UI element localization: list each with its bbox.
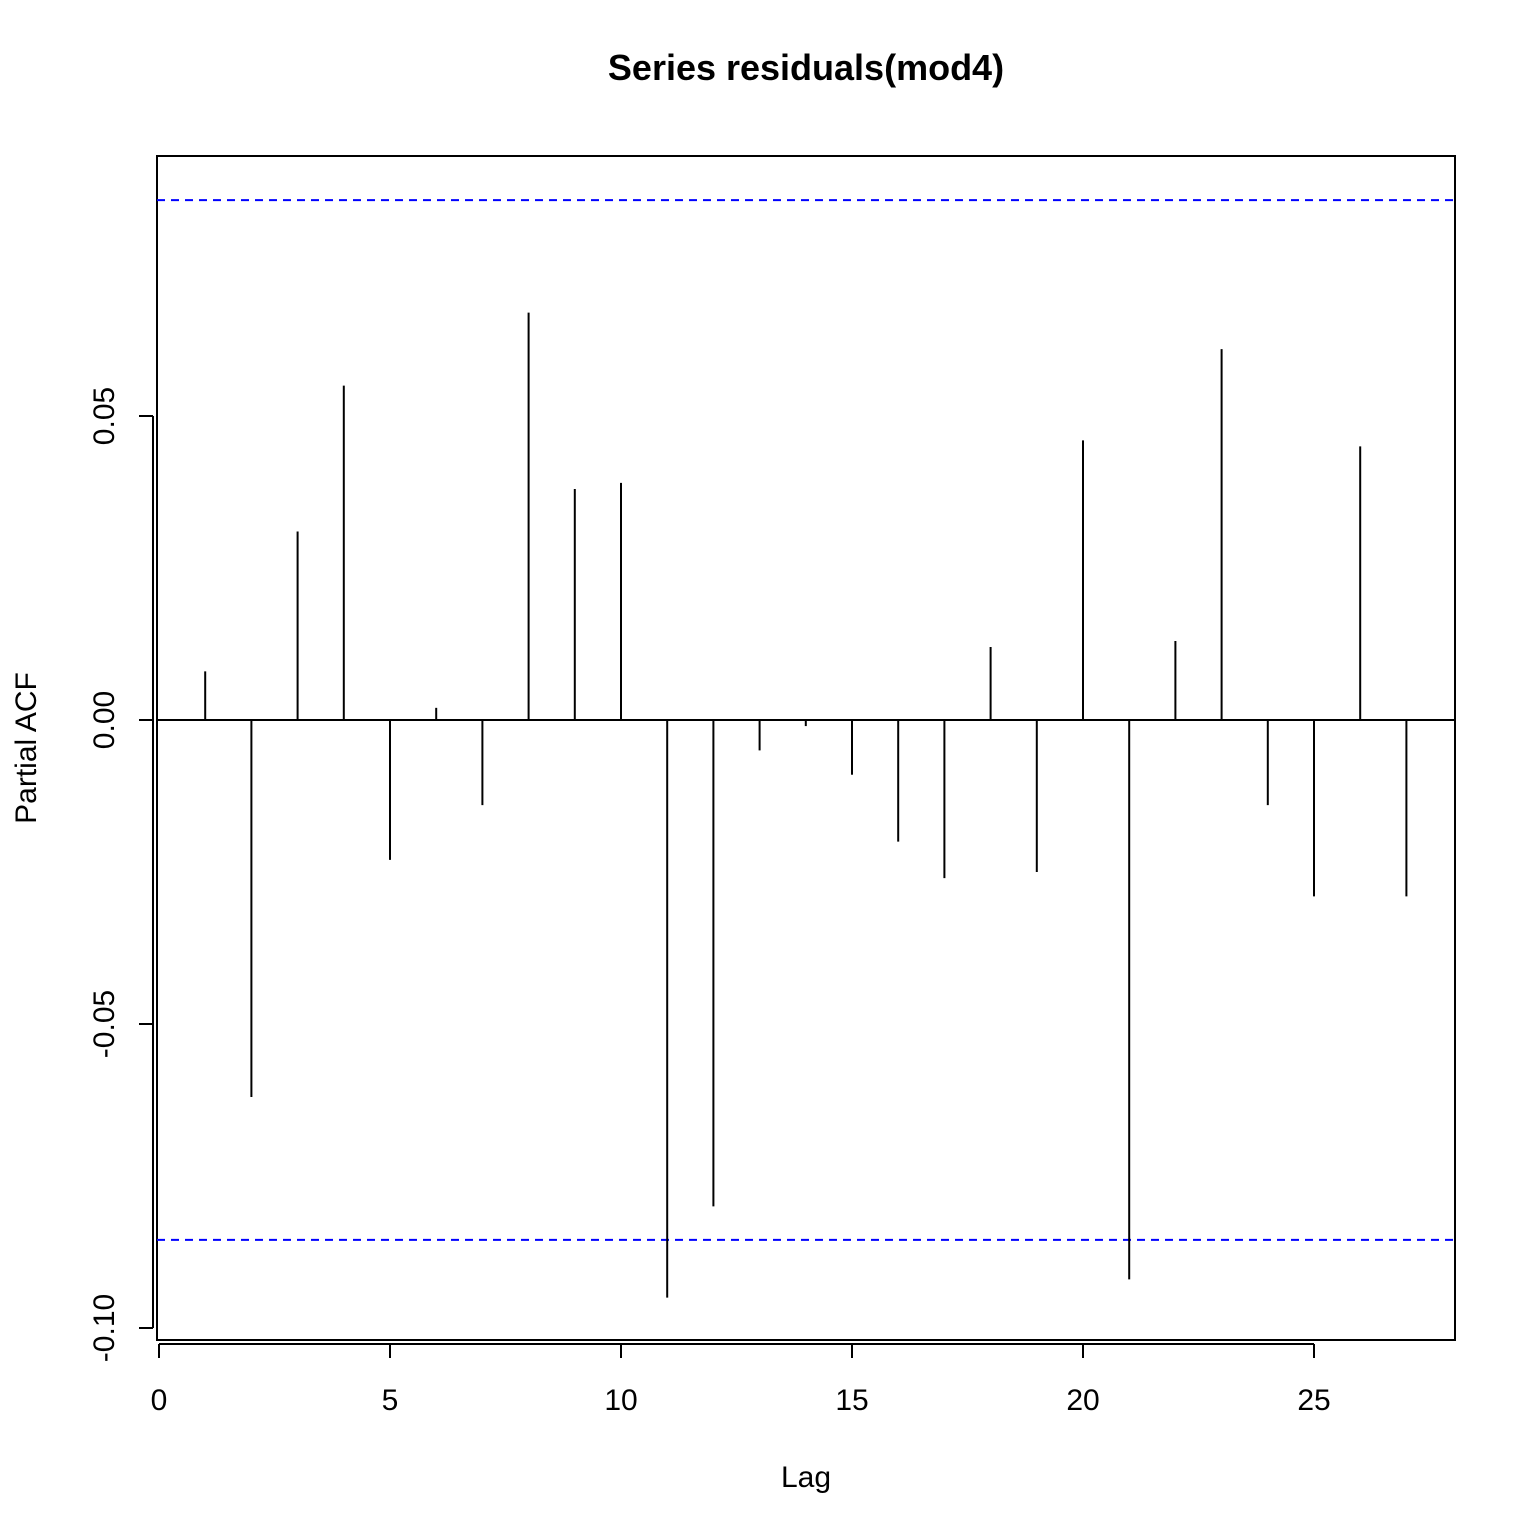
x-tick-label: 5 [382, 1384, 399, 1417]
x-tick-label: 15 [835, 1384, 868, 1417]
x-axis: 0 5 10 15 20 25 [151, 1343, 1331, 1417]
plot-frame [156, 155, 1456, 1341]
confidence-bounds [157, 199, 1455, 1241]
x-axis-label: Lag [781, 1461, 831, 1494]
x-tick-label: 25 [1297, 1384, 1330, 1417]
y-tick-label: -0.10 [88, 1294, 121, 1362]
x-tick-label: 0 [151, 1384, 168, 1417]
x-tick-label: 10 [604, 1384, 637, 1417]
y-tick-label: -0.05 [88, 990, 121, 1058]
y-axis-label: Partial ACF [10, 672, 43, 824]
pacf-bars [157, 312, 1455, 1298]
y-tick-label: 0.05 [88, 387, 121, 445]
chart-title: Series residuals(mod4) [608, 47, 1004, 88]
y-axis: -0.10 -0.05 0.00 0.05 [88, 387, 154, 1362]
y-tick-label: 0.00 [88, 691, 121, 749]
x-tick-label: 20 [1066, 1384, 1099, 1417]
